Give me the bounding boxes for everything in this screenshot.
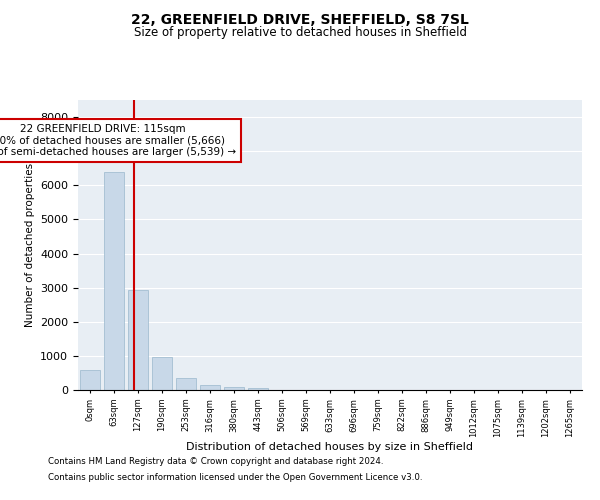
Y-axis label: Number of detached properties: Number of detached properties bbox=[25, 163, 35, 327]
Text: 22, GREENFIELD DRIVE, SHEFFIELD, S8 7SL: 22, GREENFIELD DRIVE, SHEFFIELD, S8 7SL bbox=[131, 12, 469, 26]
Bar bbox=[80, 370, 100, 390]
Bar bbox=[176, 378, 196, 390]
Text: Contains public sector information licensed under the Open Government Licence v3: Contains public sector information licen… bbox=[48, 472, 422, 482]
Text: Size of property relative to detached houses in Sheffield: Size of property relative to detached ho… bbox=[133, 26, 467, 39]
X-axis label: Distribution of detached houses by size in Sheffield: Distribution of detached houses by size … bbox=[187, 442, 473, 452]
Bar bbox=[224, 387, 244, 390]
Bar bbox=[248, 388, 268, 390]
Text: Contains HM Land Registry data © Crown copyright and database right 2024.: Contains HM Land Registry data © Crown c… bbox=[48, 458, 383, 466]
Text: 22 GREENFIELD DRIVE: 115sqm
← 50% of detached houses are smaller (5,666)
49% of : 22 GREENFIELD DRIVE: 115sqm ← 50% of det… bbox=[0, 124, 236, 157]
Bar bbox=[128, 290, 148, 390]
Bar bbox=[104, 172, 124, 390]
Bar bbox=[152, 357, 172, 390]
Bar bbox=[200, 384, 220, 390]
